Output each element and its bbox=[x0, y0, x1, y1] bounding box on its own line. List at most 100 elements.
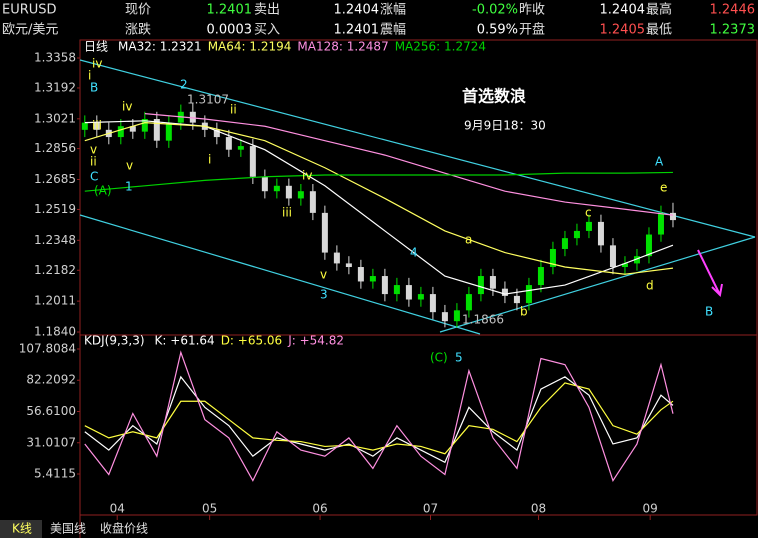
annotation: i bbox=[208, 153, 211, 167]
tab-active[interactable] bbox=[0, 520, 42, 538]
annotation: C bbox=[90, 170, 98, 184]
value: 1.2401 bbox=[207, 3, 253, 18]
candle-body bbox=[117, 126, 124, 138]
y-tick-label: 1.2856 bbox=[34, 141, 76, 155]
legend-entry: MA32: 1.2321 bbox=[118, 40, 202, 54]
arrow-head bbox=[711, 283, 723, 298]
annotation: 首选数浪 bbox=[462, 87, 526, 106]
y-tick-label: 1.2182 bbox=[34, 263, 76, 277]
quote-header: EURUSD 现价 1.2401 卖出 1.2404 涨幅 -0.02% 昨收 … bbox=[2, 2, 755, 38]
tab[interactable]: 美国线 bbox=[50, 522, 86, 536]
annotation: v bbox=[90, 143, 97, 157]
annotation: B bbox=[705, 305, 713, 319]
annotation: B bbox=[90, 81, 98, 95]
candle-body bbox=[561, 238, 568, 249]
annotation: iii bbox=[92, 119, 102, 133]
tab[interactable]: K线 bbox=[12, 522, 32, 536]
y-tick-label: 5.4115 bbox=[34, 467, 76, 481]
candle-body bbox=[621, 263, 628, 268]
candle-body bbox=[249, 146, 256, 177]
annotation: (C) bbox=[430, 351, 448, 365]
candle-body bbox=[261, 176, 268, 192]
candle-body bbox=[321, 212, 328, 253]
candle-body bbox=[153, 119, 160, 141]
arrow-shaft bbox=[697, 249, 721, 296]
candle-body bbox=[597, 221, 604, 246]
candle-body bbox=[501, 288, 508, 296]
annotation: i bbox=[88, 69, 91, 83]
trend-lines bbox=[79, 59, 756, 335]
annotation: e bbox=[660, 181, 667, 195]
x-tick-label: 06 bbox=[312, 502, 327, 516]
annotation: b bbox=[520, 305, 528, 319]
candle-body bbox=[513, 295, 520, 304]
candle-body bbox=[465, 294, 472, 311]
annotation: iv bbox=[122, 100, 132, 114]
value: 1.2446 bbox=[710, 3, 756, 18]
legend-entry: D: +65.06 bbox=[221, 334, 283, 348]
annotation: c bbox=[585, 206, 592, 220]
candle-body bbox=[357, 267, 364, 282]
annotation: 1.1866 bbox=[462, 313, 504, 327]
candle-body bbox=[81, 122, 88, 130]
candle-body bbox=[585, 221, 592, 231]
x-tick-label: 05 bbox=[202, 502, 217, 516]
series-line bbox=[84, 122, 674, 275]
y-tick-label: 107.8084 bbox=[19, 342, 76, 356]
candle-body bbox=[537, 267, 544, 286]
annotation: d bbox=[646, 279, 654, 293]
value: 1.2405 bbox=[600, 23, 646, 38]
candle-body bbox=[93, 122, 100, 130]
candle-body bbox=[237, 146, 244, 150]
value: 1.2404 bbox=[334, 3, 380, 18]
y-tick-label: 1.2519 bbox=[34, 202, 76, 216]
candle-body bbox=[657, 212, 664, 235]
candle-body bbox=[453, 310, 460, 322]
annotation: ii bbox=[230, 103, 237, 117]
legend-entry: MA256: 1.2724 bbox=[395, 40, 486, 54]
candle-body bbox=[285, 185, 292, 199]
x-tick-label: 04 bbox=[110, 502, 125, 516]
y-tick-label: 31.0107 bbox=[26, 435, 76, 449]
y-tick-label: 1.1840 bbox=[34, 325, 76, 339]
annotation: 9月9日18：30 bbox=[464, 119, 546, 133]
trend-line bbox=[79, 214, 481, 335]
candle-body bbox=[417, 294, 424, 300]
annotation: ii bbox=[90, 155, 97, 169]
y-tick-label: 1.3192 bbox=[34, 80, 76, 94]
y-tick-label: 1.2011 bbox=[34, 294, 76, 308]
value: 1.2373 bbox=[710, 23, 756, 38]
series-line bbox=[84, 171, 673, 192]
candle-body bbox=[213, 129, 220, 138]
x-tick-label: 07 bbox=[423, 502, 438, 516]
annotation: iii bbox=[282, 206, 292, 220]
annotation: 1.3107 bbox=[187, 93, 229, 107]
candle-body bbox=[405, 285, 412, 300]
candle-body bbox=[369, 276, 376, 282]
candle-body bbox=[645, 234, 652, 257]
arrow bbox=[697, 249, 723, 298]
label: 最低 bbox=[646, 23, 672, 38]
y-tick-label: 1.3358 bbox=[34, 51, 76, 65]
tab[interactable]: 收盘价线 bbox=[100, 521, 148, 536]
candle-body bbox=[609, 245, 616, 268]
series-line bbox=[84, 120, 674, 295]
candle-body bbox=[309, 191, 316, 213]
annotation: 2 bbox=[180, 78, 188, 92]
y-tick-label: 1.3021 bbox=[34, 111, 76, 125]
legend-entry: K: +61.64 bbox=[155, 334, 215, 348]
candle-body bbox=[297, 191, 304, 199]
label: 涨跌 bbox=[125, 22, 151, 38]
symbol-name: 欧元/美元 bbox=[2, 23, 58, 38]
label: 卖出 bbox=[254, 3, 280, 18]
label: 开盘 bbox=[519, 22, 545, 38]
legend-entry: MA64: 1.2194 bbox=[208, 40, 292, 54]
panel-title: 日线 bbox=[84, 40, 108, 54]
label: 震幅 bbox=[380, 23, 406, 38]
candle-body bbox=[441, 312, 448, 322]
value: -0.02% bbox=[472, 3, 518, 18]
annotation: 1 bbox=[125, 180, 133, 194]
x-tick-label: 08 bbox=[531, 502, 546, 516]
candle-body bbox=[189, 111, 196, 123]
trend-line bbox=[439, 236, 756, 333]
